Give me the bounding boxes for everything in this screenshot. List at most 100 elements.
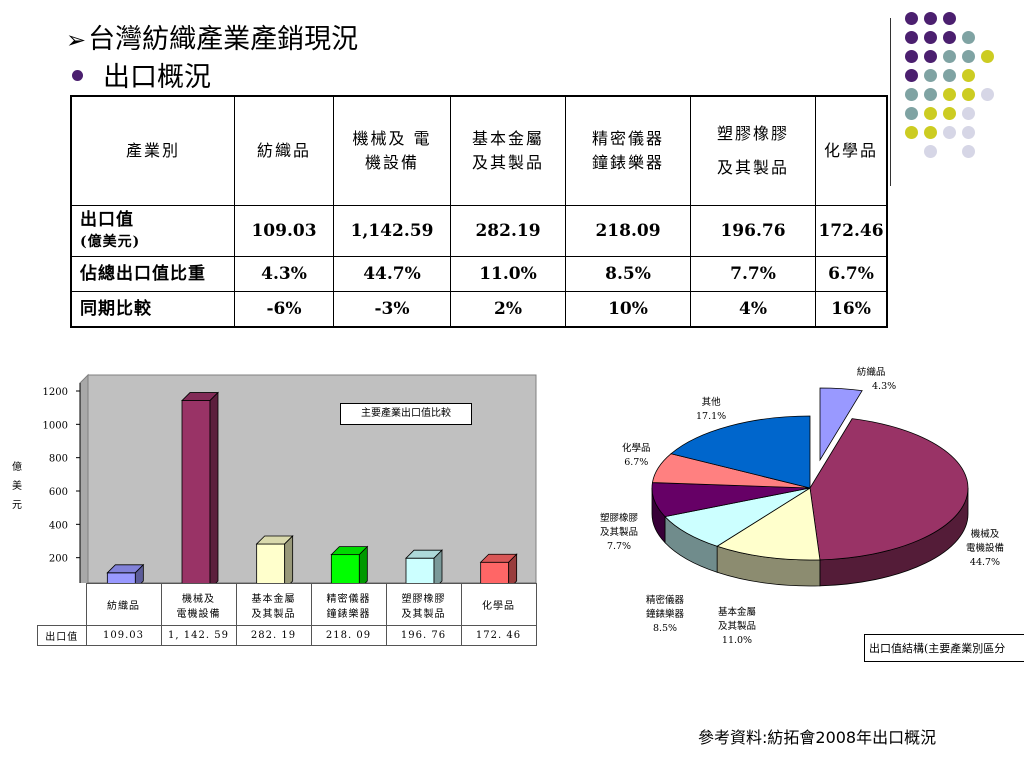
table-cell: 1,142.59 [333, 205, 451, 257]
table-cell: 2% [450, 291, 566, 328]
decorative-dot [943, 88, 956, 101]
table-cell: 基本金屬 及其製品 [235, 583, 312, 626]
decorative-dot [905, 88, 918, 101]
decorative-dot [962, 50, 975, 63]
bar-side [358, 545, 368, 590]
decorative-dot [943, 126, 956, 139]
decorative-dot [905, 69, 918, 82]
table-cell: 16% [815, 291, 888, 328]
y-tick-label: 400 [49, 520, 68, 531]
table-cell: 4.3% [234, 256, 334, 292]
bullet-dot-icon [72, 70, 83, 81]
decorative-dot [924, 88, 937, 101]
decorative-dot [943, 50, 956, 63]
decorative-dot [962, 69, 975, 82]
y-tick-label: 800 [49, 454, 68, 465]
bar-chart: 020040060080010001200 [43, 373, 537, 598]
table-cell: 機械及 電機設備 [160, 583, 237, 626]
header-cell: 紡織品 [234, 95, 334, 206]
source-note: 參考資料:紡拓會2008年出口概況 [698, 728, 937, 747]
table-cell: 出口值 [37, 625, 87, 646]
table-cell: 109.03 [85, 625, 162, 646]
table-cell [37, 583, 87, 626]
decorative-dot-pattern [905, 12, 1024, 172]
decorative-dot [981, 50, 994, 63]
decorative-dot [905, 31, 918, 44]
pie-label-precision: 精密儀器 鐘錶樂器 8.5% [646, 595, 685, 634]
pie-slice [716, 487, 821, 561]
decorative-dot [905, 126, 918, 139]
table-row: 出口值 109.03 1, 142. 59 282. 19 218. 09 19… [37, 625, 537, 646]
table-cell: 282. 19 [235, 625, 312, 646]
decorative-dot [905, 107, 918, 120]
table-cell: 218. 09 [310, 625, 387, 646]
table-cell: 4% [690, 291, 816, 328]
table-cell: 紡織品 [85, 583, 162, 626]
table-cell: 7.7% [690, 256, 816, 292]
decorative-dot [943, 12, 956, 25]
slide-subtitle: 出口概況 [66, 60, 211, 96]
decorative-dot [924, 12, 937, 25]
decorative-dot [924, 145, 937, 158]
bar-side [508, 553, 518, 590]
table-cell: 10% [565, 291, 691, 328]
header-cell: 基本金屬 及其製品 [450, 95, 566, 206]
decorative-divider [890, 18, 891, 186]
pie-label-plastic: 塑膠橡膠 及其製品 7.7% [600, 513, 639, 552]
decorative-dot [962, 145, 975, 158]
header-cell: 塑膠橡膠 及其製品 [690, 95, 816, 206]
bar-side [433, 549, 443, 590]
pie-chart-title: 出口值結構(主要產業別區分 [864, 634, 1024, 662]
row-label: 出口值 (億美元) [70, 205, 235, 257]
bar [256, 543, 286, 590]
plot-side-wall [79, 373, 89, 593]
pie-label-textile: 紡織品 4.3% [856, 367, 897, 392]
table-cell: -3% [333, 291, 451, 328]
row-label: 佔總出口值比重 [70, 256, 235, 292]
pie-label-metal: 基本金屬 及其製品 11.0% [718, 607, 757, 646]
decorative-dot [981, 88, 994, 101]
table-row: 出口值 (億美元) 109.03 1,142.59 282.19 218.09 1… [70, 205, 888, 257]
decorative-dot [924, 126, 937, 139]
table-cell: 172.46 [815, 205, 888, 257]
decorative-dot [924, 107, 937, 120]
y-tick-label: 1000 [43, 420, 68, 431]
decorative-dot [962, 31, 975, 44]
table-cell: 196.76 [690, 205, 816, 257]
row-label: 同期比較 [70, 291, 235, 328]
decorative-dot [943, 31, 956, 44]
arrow-bullet-icon: ➢ [66, 26, 87, 54]
bar-data-table: 紡織品 機械及 電機設備 基本金屬 及其製品 精密儀器 鐘錶樂器 塑膠橡膠 及其製品 化… [37, 583, 537, 646]
table-cell: 218.09 [565, 205, 691, 257]
decorative-dot [924, 31, 937, 44]
pie-chart [651, 387, 969, 587]
bar-chart-title: 主要產業出口值比較 [340, 403, 472, 425]
table-row: 紡織品 機械及 電機設備 基本金屬 及其製品 精密儀器 鐘錶樂器 塑膠橡膠 及其製品 化… [37, 583, 537, 626]
pie-slice [819, 387, 863, 462]
pie-label-machinery: 機械及 電機設備 44.7% [966, 529, 1005, 568]
bar [181, 400, 211, 590]
header-cell-industry: 產業別 [70, 95, 235, 206]
pie-slice [809, 418, 969, 561]
export-summary-table: 產業別 紡織品 機械及 電機設備 基本金屬 及其製品 精密儀器 鐘錶樂器 塑膠橡膠及… [70, 95, 888, 328]
pie-slice [664, 487, 811, 547]
table-cell: 化學品 [460, 583, 537, 626]
decorative-dot [962, 126, 975, 139]
table-header-row: 產業別 紡織品 機械及 電機設備 基本金屬 及其製品 精密儀器 鐘錶樂器 塑膠橡膠及… [70, 95, 888, 206]
table-cell: 1, 142. 59 [160, 625, 237, 646]
table-cell: 精密儀器 鐘錶樂器 [310, 583, 387, 626]
header-cell: 精密儀器 鐘錶樂器 [565, 95, 691, 206]
decorative-dot [962, 88, 975, 101]
decorative-dot [943, 69, 956, 82]
bar-y-axis-label: 億美元 [12, 462, 22, 511]
table-cell: 196. 76 [385, 625, 462, 646]
y-tick-label: 600 [49, 487, 68, 498]
header-cell: 化學品 [815, 95, 888, 206]
pie-label-other: 其他 17.1% [696, 397, 727, 422]
bar-side [209, 391, 219, 590]
table-cell: -6% [234, 291, 334, 328]
bar-side [284, 535, 294, 590]
decorative-dot [905, 50, 918, 63]
pie-label-chemical: 化學品 6.7% [622, 443, 651, 468]
decorative-dot [924, 50, 937, 63]
